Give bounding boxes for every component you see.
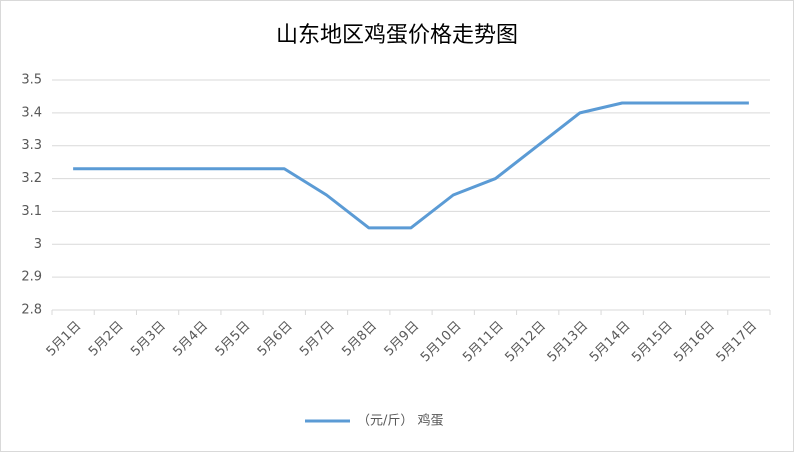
y-tick-label: 3.2 [21,171,42,186]
y-tick-label: 2.9 [21,270,42,285]
line [73,101,749,230]
y-tick-label: 3 [34,237,42,252]
y-tick-label: 3.4 [21,105,42,120]
y-tick-label: 2.8 [21,303,42,318]
legend-label: （元/斤） 鸡蛋 [357,413,444,429]
y-tick-label: 3.1 [21,204,42,219]
y-tick-label: 3.3 [21,138,42,153]
y-tick-label: 3.5 [21,73,42,88]
chart-title: 山东地区鸡蛋价格走势图 [276,23,518,48]
